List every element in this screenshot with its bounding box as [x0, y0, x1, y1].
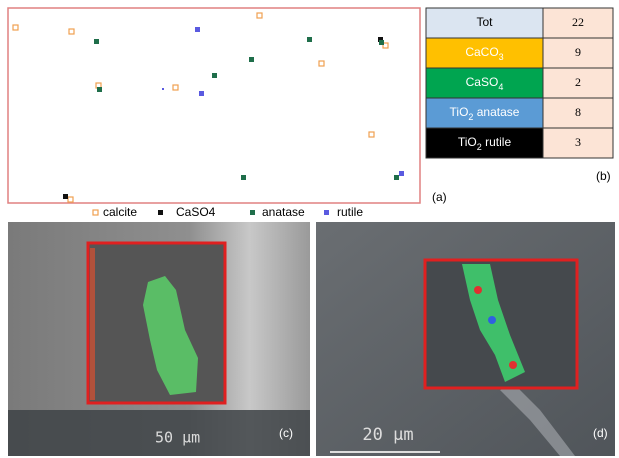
row-count: 22: [572, 15, 584, 29]
row-count: 3: [575, 135, 581, 149]
panel-label: (b): [596, 169, 611, 183]
row-name-part: anatase: [473, 105, 519, 119]
row-name-part: TiO: [450, 105, 469, 119]
scale-bar-label: 50 µm: [155, 429, 200, 447]
scatter-frame: [8, 8, 420, 203]
row-name-part: 3: [499, 52, 504, 62]
legend: calcite CaSO4 anatase rutile: [93, 205, 363, 219]
row-count: 2: [575, 75, 581, 89]
row-name-part: rutile: [482, 135, 512, 149]
legend-label: rutile: [337, 205, 363, 219]
figure: calcite CaSO4 anatase rutile (a) Tot 22 Ca…: [0, 0, 619, 458]
row-name-part: TiO: [458, 135, 477, 149]
row-name-part: CaSO: [466, 75, 499, 89]
legend-label: anatase: [262, 205, 305, 219]
row-name-part: CaCO: [465, 45, 498, 59]
row-name-part: Tot: [476, 15, 493, 29]
panel-label: (c): [279, 426, 293, 440]
row-name-part: 4: [498, 82, 503, 92]
row-name: Tot: [476, 15, 493, 29]
panel-label: (a): [432, 190, 447, 204]
panel-label: (d): [593, 426, 608, 440]
legend-label: CaSO4: [176, 205, 216, 219]
row-count: 8: [575, 105, 581, 119]
row-count: 9: [575, 45, 581, 59]
legend-label: calcite: [103, 205, 137, 219]
scale-bar-label: 20 µm: [362, 425, 413, 445]
